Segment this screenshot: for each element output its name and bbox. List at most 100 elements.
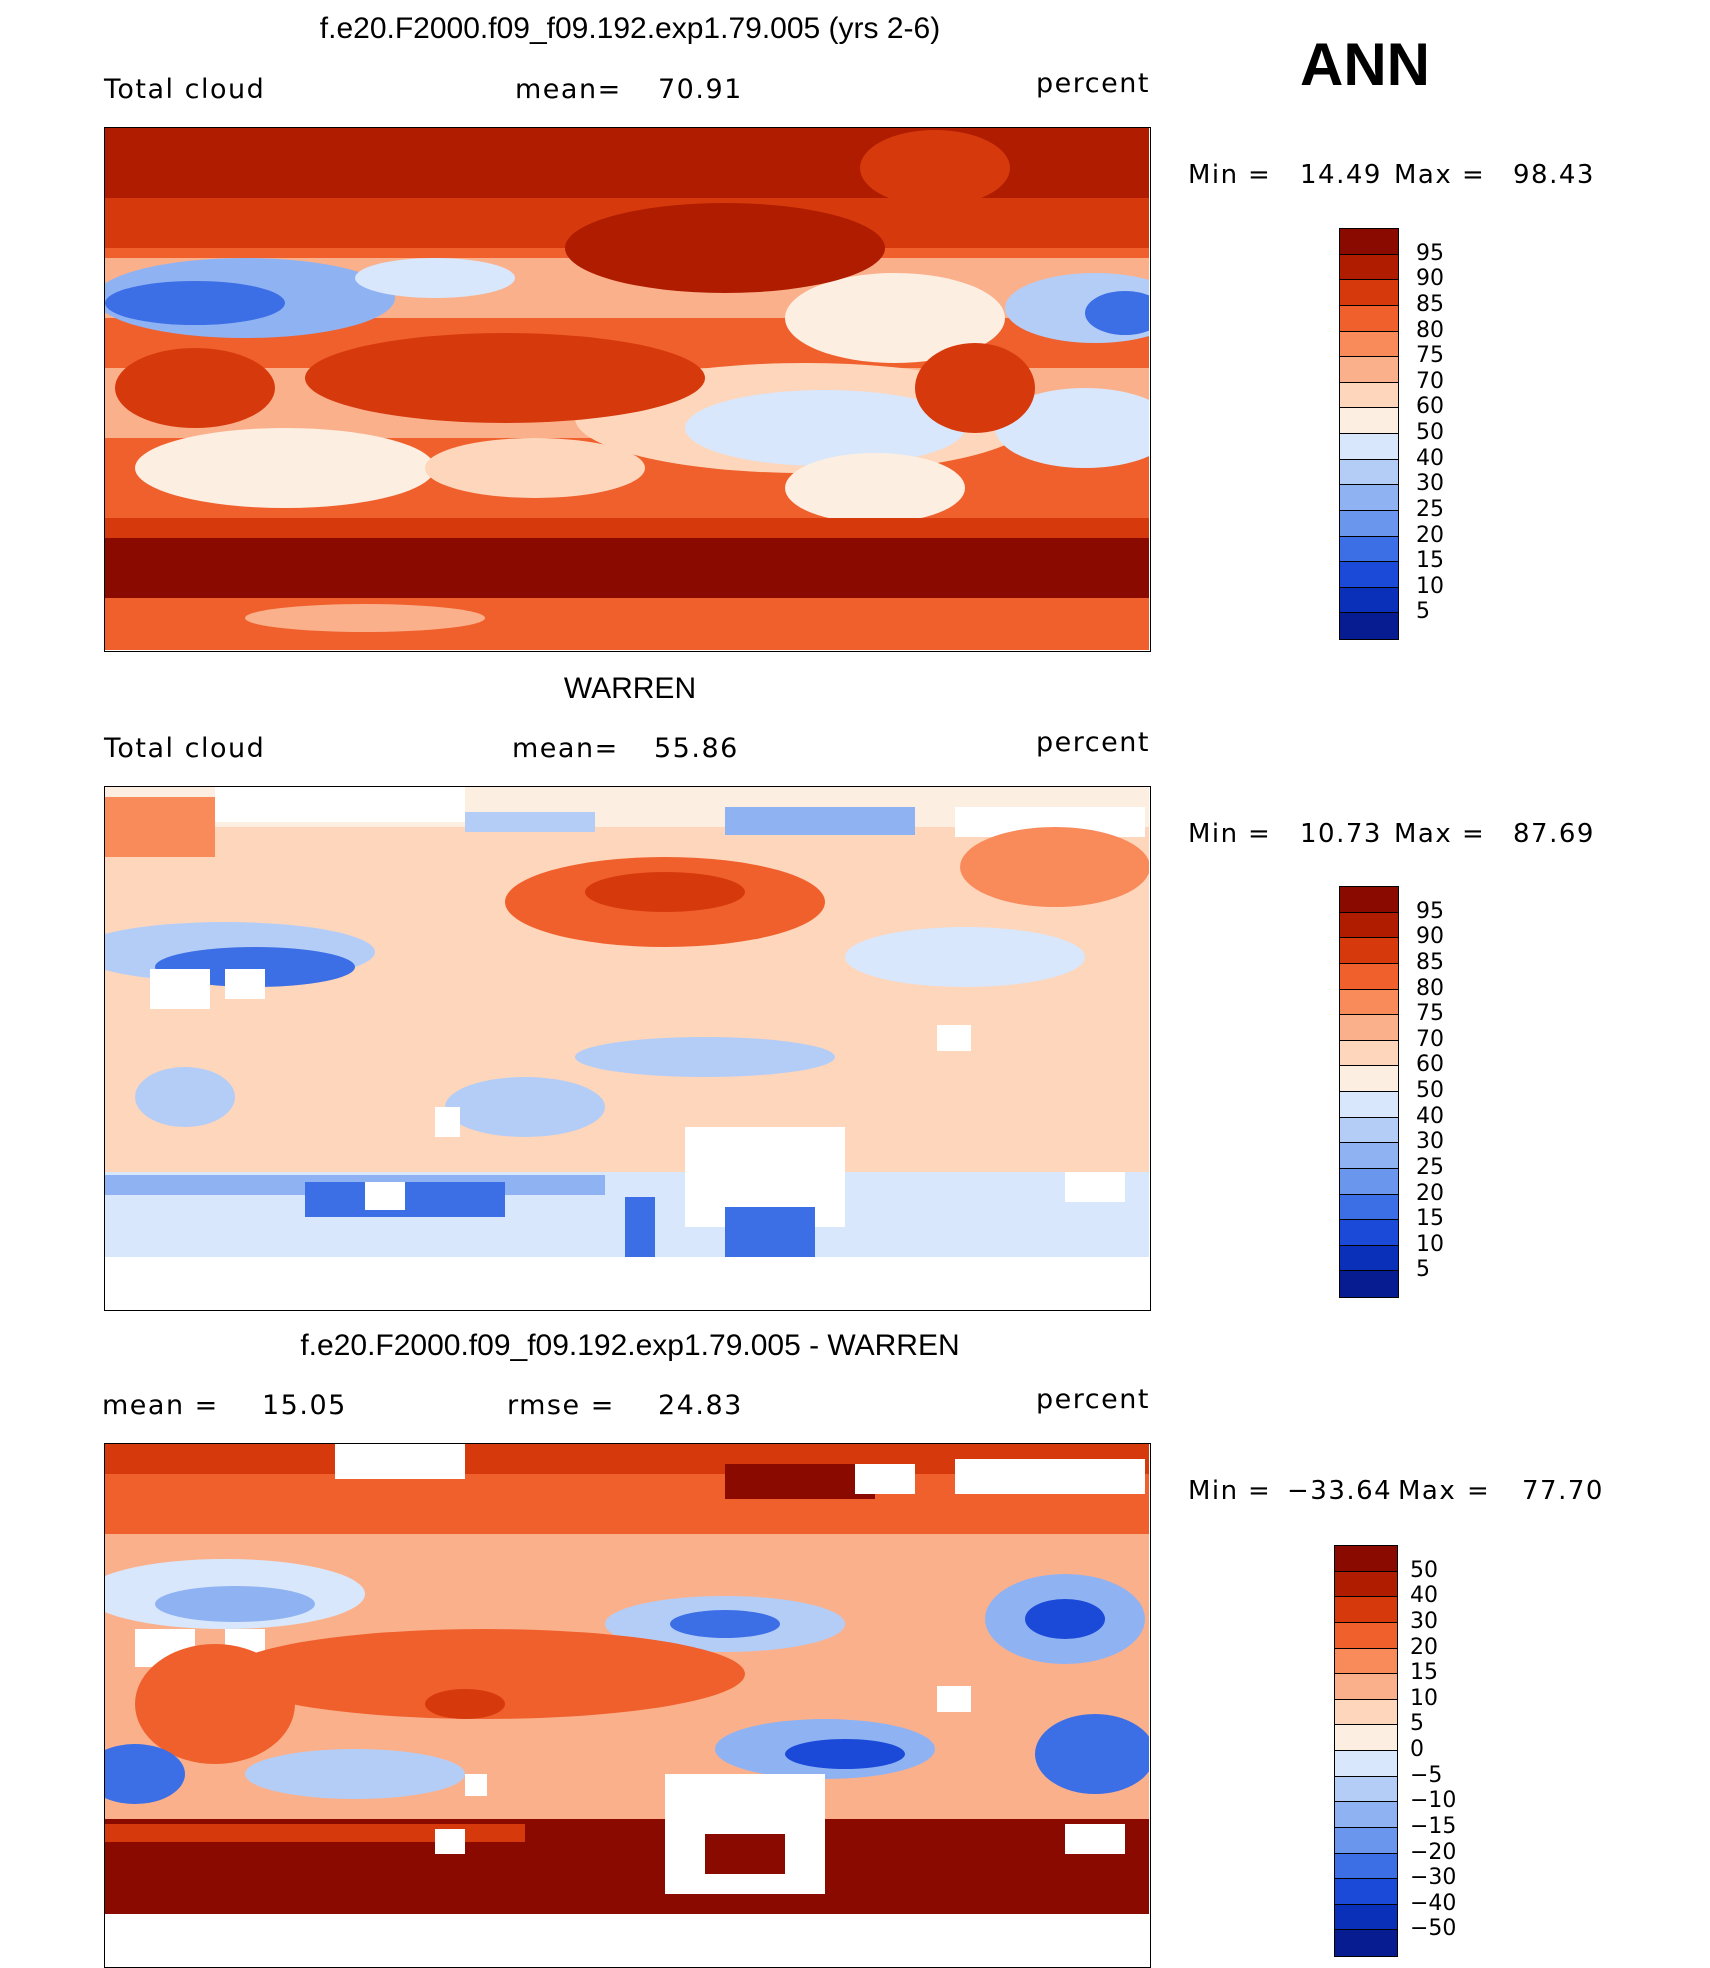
colorbar-tick-label: 5 <box>1410 1711 1424 1737</box>
colorbar-swatch <box>1340 510 1398 537</box>
colorbar-tick-label: 25 <box>1416 1154 1444 1180</box>
colorbar-swatch <box>1340 229 1398 255</box>
colorbar-swatch <box>1335 1622 1397 1649</box>
panel-3-max-value: 77.70 <box>1522 1476 1604 1506</box>
panel-3-min-label: Min <box>1188 1476 1239 1506</box>
colorbar-swatch <box>1340 562 1398 588</box>
colorbar-tick-label: 40 <box>1416 445 1444 471</box>
colorbar-swatch <box>1335 1571 1397 1598</box>
panel-2-min-eq: = <box>1248 819 1272 849</box>
colorbar-swatch <box>1340 485 1398 511</box>
panel-2-min-value: 10.73 <box>1300 819 1382 849</box>
colorbar-tick-label: 40 <box>1416 1103 1444 1129</box>
panel-3-mean-label: mean = <box>102 1390 219 1421</box>
colorbar-swatch <box>1340 1066 1398 1092</box>
colorbar-tick-label: 15 <box>1410 1660 1438 1686</box>
colorbar-tick-label: 5 <box>1416 599 1430 625</box>
colorbar-tick-label: 5 <box>1416 1257 1430 1283</box>
colorbar-tick-label: 70 <box>1416 368 1444 394</box>
colorbar-tick-label: 75 <box>1416 1001 1444 1027</box>
panel-2-mean-value: 55.86 <box>654 733 739 764</box>
panel-1-min-eq: = <box>1248 160 1272 190</box>
panel-3-rmse-value: 24.83 <box>658 1390 743 1421</box>
panel-1-max-eq: = <box>1462 160 1486 190</box>
panel-3-max-label: Max <box>1398 1476 1457 1506</box>
panel-3-rmse-label: rmse = <box>507 1390 615 1421</box>
panel-3-colorbar-labels: 50 40 30 20 15 10 5 0 −5 −10 −15 −20 −30 −40 −50 <box>1410 1545 1490 1957</box>
colorbar-swatch <box>1340 938 1398 964</box>
colorbar-tick-label: 50 <box>1416 420 1444 445</box>
panel-1-min-value: 14.49 <box>1300 160 1382 190</box>
panel-3-map <box>104 1443 1151 1968</box>
colorbar-swatch <box>1335 1648 1397 1675</box>
colorbar-tick-label: 10 <box>1416 1231 1444 1257</box>
panel-3-title: f.e20.F2000.f09_f09.192.exp1.79.005 - WA… <box>300 1329 960 1362</box>
panel-3-units: percent <box>1036 1384 1150 1415</box>
colorbar-tick-label: 80 <box>1416 317 1444 343</box>
panel-2-field <box>105 787 1149 1309</box>
season-label: ANN <box>1300 31 1430 98</box>
colorbar-swatch <box>1335 1751 1397 1777</box>
colorbar-swatch <box>1335 1776 1397 1803</box>
colorbar-swatch <box>1335 1597 1397 1623</box>
colorbar-tick-label: 20 <box>1416 1180 1444 1206</box>
panel-1-units: percent <box>1036 68 1150 99</box>
colorbar-swatch <box>1340 887 1398 913</box>
colorbar-swatch <box>1340 434 1398 460</box>
panel-2-min-label: Min <box>1188 819 1239 849</box>
colorbar-swatch <box>1340 1220 1398 1246</box>
colorbar-swatch <box>1335 1853 1397 1880</box>
colorbar-tick-label: −20 <box>1410 1839 1457 1865</box>
colorbar-swatch <box>1335 1674 1397 1700</box>
colorbar-tick-label: 30 <box>1416 1129 1444 1155</box>
panel-1-colorbar <box>1339 228 1399 640</box>
colorbar-swatch <box>1340 382 1398 409</box>
panel-2-units: percent <box>1036 727 1150 758</box>
panel-2-map <box>104 786 1151 1311</box>
panel-1-variable-label: Total cloud <box>104 74 266 105</box>
colorbar-swatch <box>1340 331 1398 358</box>
colorbar-tick-label: 75 <box>1416 343 1444 369</box>
colorbar-swatch <box>1340 587 1398 614</box>
colorbar-tick-label: 30 <box>1410 1608 1438 1634</box>
colorbar-tick-label: 15 <box>1416 548 1444 574</box>
colorbar-swatch <box>1340 254 1398 281</box>
panel-2-max-eq: = <box>1462 819 1486 849</box>
panel-1-max-label: Max <box>1394 160 1453 190</box>
panel-1-map <box>104 127 1151 652</box>
colorbar-tick-label: 85 <box>1416 949 1444 975</box>
colorbar-swatch <box>1335 1699 1397 1726</box>
colorbar-tick-label: 60 <box>1416 394 1444 420</box>
colorbar-swatch <box>1340 1040 1398 1067</box>
colorbar-tick-label: 20 <box>1416 522 1444 548</box>
colorbar-tick-label: 60 <box>1416 1052 1444 1078</box>
colorbar-swatch <box>1340 1168 1398 1195</box>
panel-1-colorbar-labels: 95 90 85 80 75 70 60 50 40 30 25 20 15 10 5 <box>1416 228 1476 640</box>
colorbar-tick-label: −15 <box>1410 1813 1457 1839</box>
colorbar-swatch <box>1335 1802 1397 1828</box>
colorbar-tick-label: 70 <box>1416 1026 1444 1052</box>
colorbar-tick-label: −5 <box>1410 1762 1443 1788</box>
panel-3-mean-value: 15.05 <box>262 1390 347 1421</box>
colorbar-swatch <box>1335 1904 1397 1931</box>
colorbar-tick-label: −10 <box>1410 1788 1457 1814</box>
colorbar-swatch <box>1340 989 1398 1016</box>
panel-1-mean-value: 70.91 <box>658 74 743 105</box>
colorbar-swatch <box>1335 1546 1397 1572</box>
panel-1-min-label: Min <box>1188 160 1239 190</box>
colorbar-swatch <box>1340 963 1398 990</box>
colorbar-swatch <box>1340 280 1398 306</box>
colorbar-swatch <box>1340 1015 1398 1041</box>
colorbar-swatch <box>1340 1245 1398 1272</box>
colorbar-tick-label: 85 <box>1416 291 1444 317</box>
colorbar-swatch <box>1340 536 1398 563</box>
colorbar-swatch <box>1335 1879 1397 1905</box>
panel-2-colorbar-labels: 95 90 85 80 75 70 60 50 40 30 25 20 15 10 5 <box>1416 886 1476 1298</box>
colorbar-swatch <box>1340 408 1398 434</box>
colorbar-swatch <box>1340 1092 1398 1118</box>
colorbar-tick-label: 0 <box>1410 1737 1424 1762</box>
colorbar-tick-label: 10 <box>1416 573 1444 599</box>
panel-3-field <box>105 1444 1149 1966</box>
colorbar-tick-label: 95 <box>1416 898 1444 924</box>
colorbar-tick-label: 50 <box>1410 1557 1438 1583</box>
